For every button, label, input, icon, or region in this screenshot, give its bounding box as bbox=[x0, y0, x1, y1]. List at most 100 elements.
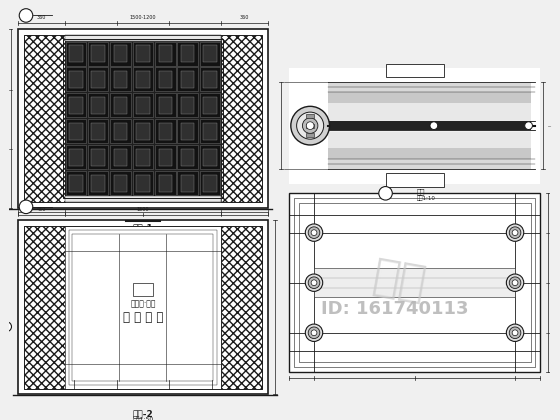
Bar bbox=[68, 230, 217, 385]
Bar bbox=[306, 124, 314, 128]
Bar bbox=[306, 114, 314, 118]
Circle shape bbox=[291, 106, 329, 145]
Bar bbox=[203, 175, 217, 192]
Bar bbox=[178, 119, 198, 143]
Bar bbox=[178, 42, 198, 66]
Circle shape bbox=[506, 224, 524, 241]
Bar bbox=[200, 68, 220, 92]
Bar bbox=[203, 149, 217, 166]
Circle shape bbox=[506, 324, 524, 341]
Bar bbox=[181, 175, 194, 192]
Text: 160+...: 160+... bbox=[405, 67, 423, 72]
Circle shape bbox=[506, 274, 524, 291]
Bar bbox=[314, 268, 515, 297]
Bar bbox=[203, 123, 217, 140]
Bar bbox=[181, 123, 194, 140]
Circle shape bbox=[306, 122, 314, 129]
Bar bbox=[155, 119, 175, 143]
Circle shape bbox=[430, 122, 438, 129]
Bar bbox=[110, 42, 131, 66]
Bar bbox=[91, 175, 105, 192]
Bar bbox=[155, 93, 175, 118]
Bar bbox=[155, 145, 175, 169]
Bar bbox=[221, 226, 262, 388]
Bar bbox=[328, 92, 530, 103]
Bar bbox=[181, 45, 194, 62]
Text: 1500·1200: 1500·1200 bbox=[130, 16, 156, 20]
Bar bbox=[91, 71, 105, 88]
Circle shape bbox=[512, 230, 518, 236]
Circle shape bbox=[509, 227, 521, 239]
Bar bbox=[18, 29, 268, 208]
Bar bbox=[158, 45, 172, 62]
Circle shape bbox=[305, 224, 323, 241]
Bar bbox=[203, 71, 217, 88]
Bar bbox=[18, 220, 268, 394]
Bar bbox=[289, 193, 540, 372]
Text: ID: 161740113: ID: 161740113 bbox=[321, 300, 469, 318]
Bar bbox=[66, 119, 86, 143]
Bar bbox=[69, 71, 82, 88]
Text: 知乎: 知乎 bbox=[370, 255, 430, 306]
Text: ...: ... bbox=[548, 123, 552, 128]
Bar bbox=[91, 149, 105, 166]
Bar bbox=[178, 171, 198, 195]
Bar bbox=[136, 45, 150, 62]
Bar bbox=[200, 171, 220, 195]
Text: 立面-2: 立面-2 bbox=[133, 410, 153, 419]
Bar bbox=[72, 234, 213, 381]
Text: 节点: 节点 bbox=[417, 188, 425, 195]
Bar bbox=[110, 119, 131, 143]
Bar bbox=[66, 93, 86, 118]
Bar bbox=[69, 45, 82, 62]
Bar bbox=[110, 68, 131, 92]
Circle shape bbox=[311, 230, 317, 236]
Bar bbox=[328, 103, 530, 121]
Bar bbox=[18, 220, 268, 394]
Bar bbox=[306, 134, 314, 137]
Bar bbox=[88, 119, 109, 143]
Bar bbox=[289, 193, 540, 372]
Bar bbox=[110, 171, 131, 195]
Bar bbox=[66, 68, 86, 92]
Bar bbox=[133, 42, 153, 66]
Circle shape bbox=[308, 227, 320, 239]
Bar bbox=[91, 123, 105, 140]
Bar bbox=[136, 71, 150, 88]
Bar bbox=[328, 82, 530, 169]
Bar bbox=[114, 123, 127, 140]
Bar bbox=[66, 145, 86, 169]
Text: 比例1:50: 比例1:50 bbox=[132, 230, 153, 236]
Circle shape bbox=[305, 324, 323, 341]
Circle shape bbox=[512, 280, 518, 286]
Circle shape bbox=[509, 327, 521, 339]
Bar bbox=[24, 35, 64, 202]
Bar bbox=[158, 123, 172, 140]
Circle shape bbox=[2, 322, 12, 331]
Circle shape bbox=[297, 112, 324, 139]
Bar bbox=[88, 68, 109, 92]
Text: 4: 4 bbox=[383, 190, 388, 196]
Bar bbox=[136, 123, 150, 140]
Bar bbox=[200, 93, 220, 118]
Text: 石材门·铝板: 石材门·铝板 bbox=[130, 299, 156, 308]
Bar bbox=[69, 149, 82, 166]
Bar bbox=[136, 97, 150, 114]
Bar bbox=[114, 97, 127, 114]
Bar bbox=[133, 171, 153, 195]
Bar bbox=[158, 71, 172, 88]
Bar bbox=[200, 119, 220, 143]
Bar bbox=[114, 71, 127, 88]
Text: 比例1:50: 比例1:50 bbox=[132, 417, 153, 420]
Bar bbox=[328, 92, 530, 160]
Circle shape bbox=[308, 327, 320, 339]
Text: 360: 360 bbox=[37, 16, 46, 20]
Bar bbox=[24, 226, 262, 388]
Bar bbox=[133, 119, 153, 143]
Text: 360: 360 bbox=[240, 16, 249, 20]
Bar bbox=[63, 39, 223, 198]
Bar bbox=[133, 283, 153, 296]
Bar bbox=[289, 68, 540, 184]
Bar bbox=[91, 97, 105, 114]
Bar bbox=[24, 226, 64, 388]
